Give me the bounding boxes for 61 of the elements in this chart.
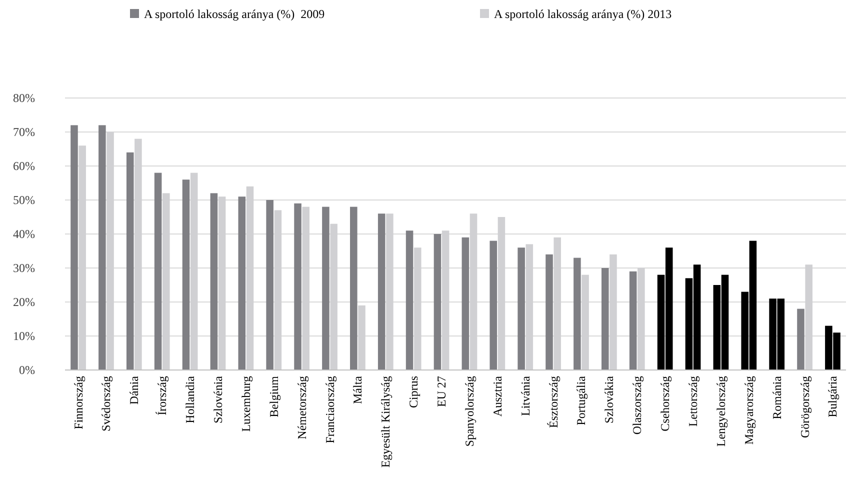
bar	[518, 248, 525, 370]
x-tick-label: Egyesült Királyság	[378, 376, 393, 468]
x-tick-label: Luxemburg	[238, 376, 253, 432]
y-tick-label: 0%	[19, 363, 35, 378]
bar	[462, 237, 470, 370]
bar	[70, 125, 78, 370]
bar	[629, 271, 637, 370]
bar	[126, 152, 134, 370]
y-tick-label: 80%	[13, 91, 35, 106]
bar	[266, 200, 274, 370]
x-tick-label: Franciaország	[322, 376, 337, 444]
bar	[210, 193, 218, 370]
x-tick-label: Portugália	[574, 375, 588, 426]
bar	[378, 214, 386, 370]
y-tick-label: 70%	[13, 125, 35, 140]
x-tick-label: Németország	[294, 376, 309, 440]
y-tick-label: 40%	[13, 227, 35, 242]
bar	[546, 254, 553, 370]
x-tick-label: Ciprus	[406, 376, 421, 408]
x-tick-label: Litvánia	[518, 375, 532, 416]
legend-label: A sportoló lakosság aránya (%) 2013	[494, 7, 672, 22]
x-tick-label: Hollandia	[183, 375, 198, 424]
x-tick-label: Dánia	[127, 375, 142, 405]
bar	[406, 230, 414, 370]
bar	[602, 268, 609, 370]
x-tick-label: Csehország	[658, 376, 672, 432]
x-tick-label: Írország	[155, 376, 170, 416]
x-tick-label: Svédország	[99, 376, 114, 432]
y-tick-label: 20%	[13, 295, 35, 310]
x-tick-label: Lettország	[686, 376, 700, 427]
x-tick-label: Finnország	[71, 376, 86, 430]
y-tick-label: 10%	[13, 329, 35, 344]
x-tick-label: Görögország	[798, 376, 812, 438]
x-tick-label: Szlovénia	[210, 375, 225, 424]
x-tick-label: Észtország	[546, 376, 560, 428]
x-tick-label: Belgium	[266, 375, 281, 418]
bar	[434, 234, 442, 370]
x-tick-label: Ausztria	[490, 375, 504, 417]
bar	[98, 125, 106, 370]
legend-label: A sportoló lakosság aránya (%) 2009	[144, 7, 325, 22]
y-tick-label: 60%	[13, 159, 35, 174]
bar	[154, 172, 162, 370]
y-tick-label: 30%	[13, 261, 35, 276]
bar	[238, 196, 246, 370]
bar	[182, 180, 190, 370]
x-tick-label: Bulgária	[826, 375, 840, 418]
x-tick-label: Románia	[770, 375, 784, 420]
bar	[350, 206, 358, 370]
bar	[490, 240, 498, 370]
y-tick-label: 50%	[13, 193, 35, 208]
x-tick-label: Szlovákia	[602, 375, 616, 424]
bar	[797, 308, 804, 370]
x-tick-label: Lengyelország	[714, 376, 728, 447]
x-tick-label: Spanyolország	[462, 376, 476, 447]
bar	[574, 258, 581, 370]
bar	[322, 206, 330, 370]
x-tick-label: EU 27	[434, 376, 449, 407]
bar	[294, 203, 302, 370]
x-tick-label: Magyarország	[742, 376, 756, 445]
x-tick-label: Olaszország	[630, 376, 644, 435]
x-tick-label: Málta	[350, 375, 365, 404]
